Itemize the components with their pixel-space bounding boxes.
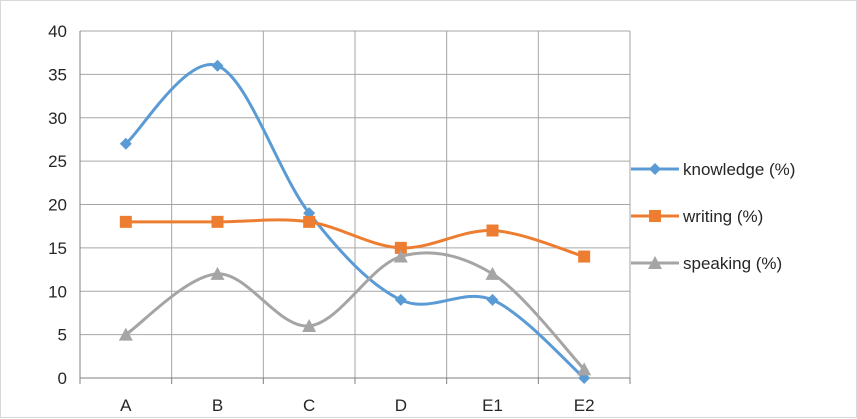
series-writing xyxy=(119,215,591,263)
data-point-knowledge xyxy=(486,293,499,306)
data-point-writing xyxy=(119,215,132,228)
x-tick-label: D xyxy=(395,396,407,415)
data-point-writing xyxy=(578,250,591,263)
data-point-speaking xyxy=(485,266,500,280)
y-tick-label: 25 xyxy=(48,152,67,171)
legend-marker xyxy=(649,163,661,175)
legend-item-writing: writing (%) xyxy=(631,207,763,226)
gridlines xyxy=(80,30,631,378)
legend-label: writing (%) xyxy=(682,207,763,226)
data-point-knowledge xyxy=(211,59,224,72)
x-tick-label: B xyxy=(212,396,223,415)
data-point-writing xyxy=(303,215,316,228)
y-tick-label: 0 xyxy=(58,369,67,388)
legend-item-knowledge: knowledge (%) xyxy=(631,160,795,179)
data-point-speaking xyxy=(118,327,133,341)
data-point-writing xyxy=(394,241,407,254)
series-line-speaking xyxy=(124,251,586,371)
y-tick-label: 20 xyxy=(48,196,67,215)
x-tick-label: E2 xyxy=(574,396,595,415)
data-point-speaking xyxy=(210,266,225,280)
series-speaking xyxy=(118,249,592,376)
legend-item-speaking: speaking (%) xyxy=(631,254,782,273)
data-point-speaking xyxy=(302,318,317,332)
series-lines xyxy=(118,59,592,384)
y-tick-label: 5 xyxy=(58,326,67,345)
legend-label: speaking (%) xyxy=(683,254,782,273)
data-point-speaking xyxy=(577,362,592,376)
legend-label: knowledge (%) xyxy=(683,160,795,179)
data-point-speaking xyxy=(393,249,408,263)
data-point-writing xyxy=(486,224,499,237)
y-tick-label: 15 xyxy=(48,239,67,258)
y-tick-label: 30 xyxy=(48,109,67,128)
legend: knowledge (%) writing (%) speaking (%) xyxy=(631,160,795,273)
data-point-knowledge xyxy=(394,293,407,306)
x-tick-label: E1 xyxy=(482,396,503,415)
series-line-knowledge xyxy=(124,63,586,380)
y-tick-label: 10 xyxy=(48,282,67,301)
data-point-knowledge xyxy=(119,137,132,150)
data-point-writing xyxy=(211,215,224,228)
series-line-writing xyxy=(124,218,586,259)
legend-marker xyxy=(648,256,662,269)
x-tick-label: A xyxy=(120,396,132,415)
axes: 0 5 10 15 20 25 30 35 40 A B C D E1 E2 xyxy=(48,22,631,415)
y-tick-label: 35 xyxy=(48,65,67,84)
y-tick-label: 40 xyxy=(48,22,67,41)
x-tick-label: C xyxy=(303,396,315,415)
legend-marker xyxy=(649,210,661,222)
